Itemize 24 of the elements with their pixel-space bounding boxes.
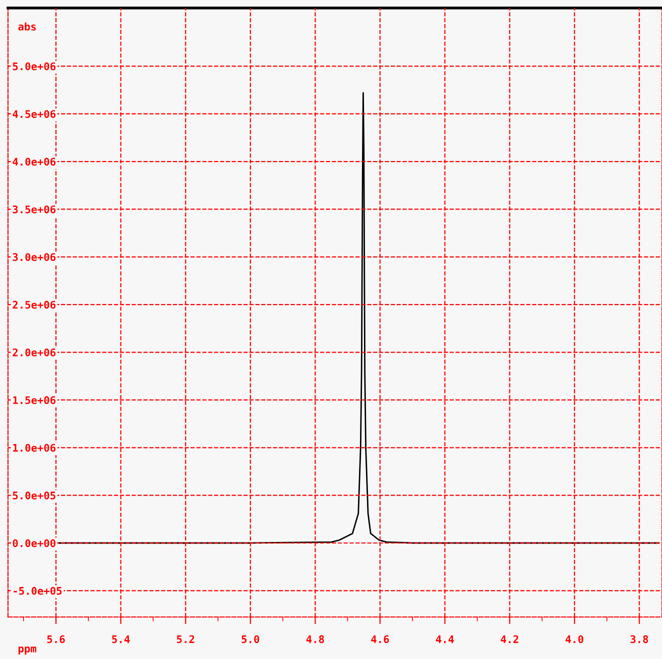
y-tick-label: -5.0e+05 (14, 586, 62, 595)
y-tick-label: 4.5e+06 (12, 110, 56, 118)
x-axis-title: ppm (18, 646, 36, 654)
x-tick-label: 4.6 (371, 635, 389, 644)
x-tick-label: 4.0 (566, 635, 584, 644)
x-tick-label: 5.2 (176, 635, 194, 644)
y-tick-label: 5.0e+06 (12, 62, 56, 70)
x-tick-label: 4.2 (500, 635, 518, 643)
x-tick-label: 4.4 (436, 635, 454, 643)
x-tick-label: 5.4 (112, 635, 130, 644)
y-tick-label: 3.5e+06 (12, 205, 56, 214)
y-tick-label: 4.0e+06 (12, 158, 56, 166)
y-tick-label: 2.0e+06 (12, 348, 56, 356)
y-tick-label: 5.0e+05 (12, 492, 56, 500)
y-tick-label: 1.5e+06 (13, 396, 56, 404)
y-tick-label: 2.5e+06 (12, 300, 56, 309)
x-tick-label: 4.8 (306, 635, 324, 644)
y-tick-label: 1.0e+06 (13, 444, 56, 452)
x-tick-label: 5.6 (47, 635, 65, 644)
y-axis-title: abs (18, 22, 36, 31)
x-tick-label: 5.0 (242, 635, 260, 644)
x-tick-label: 3.8 (630, 635, 648, 644)
y-tick-label: 0.0e+00 (12, 539, 56, 548)
y-tick-label: 3.0e+06 (12, 253, 56, 262)
